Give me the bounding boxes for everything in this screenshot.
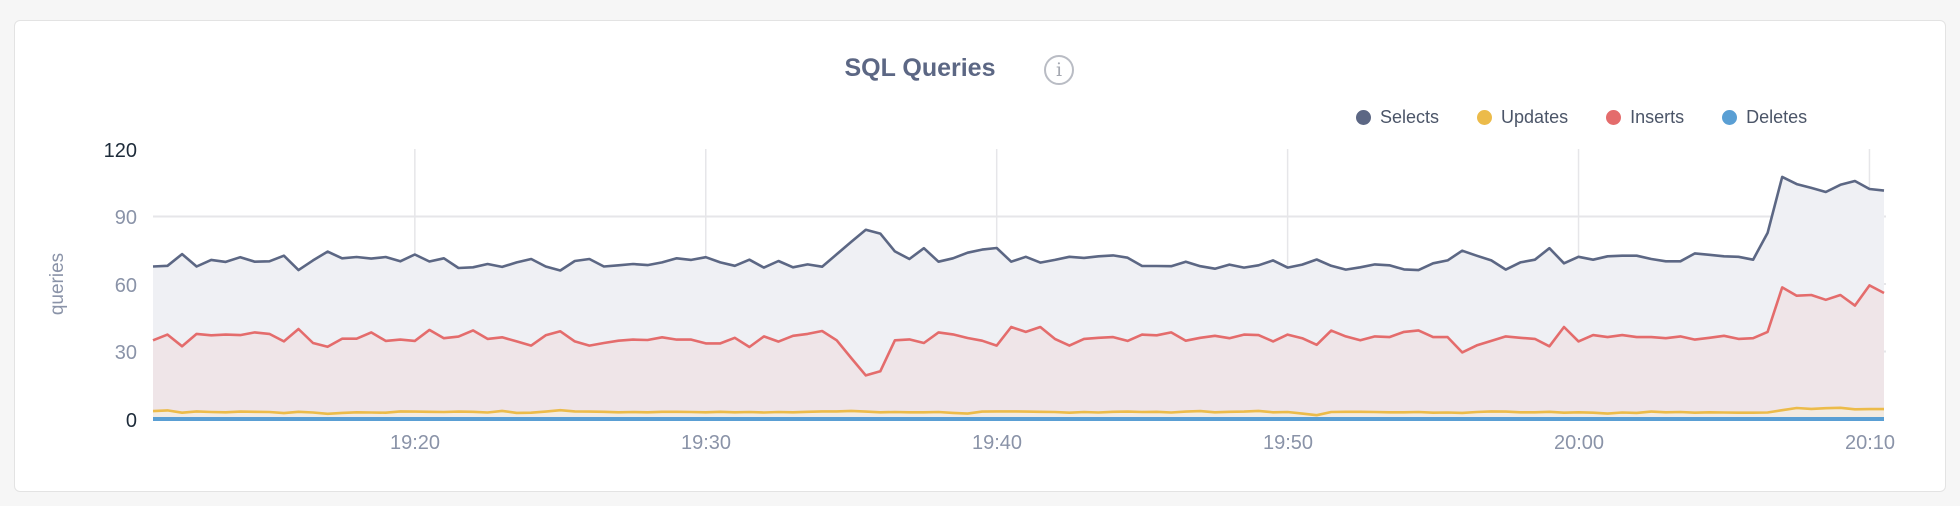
- y-tick-label: 90: [115, 207, 137, 229]
- y-tick-label: 60: [115, 275, 137, 297]
- x-tick-label: 20:10: [1845, 432, 1895, 454]
- legend-dot: [1722, 110, 1738, 125]
- y-tick-label: 0: [126, 410, 137, 432]
- info-icon[interactable]: i: [1044, 55, 1074, 85]
- line-updates[interactable]: [152, 406, 1884, 417]
- line-selects[interactable]: [152, 175, 1885, 272]
- y-axis-label: queries: [47, 253, 68, 315]
- x-tick-label: 19:50: [1263, 432, 1313, 454]
- x-tick-label: 19:20: [390, 432, 440, 454]
- legend: Selects Updates Inserts Deletes: [1356, 107, 1845, 128]
- legend-item-updates[interactable]: Updates: [1477, 107, 1568, 128]
- line-inserts[interactable]: [152, 284, 1885, 377]
- legend-item-inserts[interactable]: Inserts: [1606, 107, 1684, 128]
- x-tick-label: 19:40: [972, 432, 1022, 454]
- legend-item-selects[interactable]: Selects: [1356, 107, 1439, 128]
- x-tick-label: 20:00: [1554, 432, 1604, 454]
- legend-dot: [1477, 110, 1493, 125]
- area-inserts: [153, 285, 1884, 419]
- chart-title: SQL Queries: [844, 54, 996, 82]
- y-tick-label: 120: [104, 140, 137, 162]
- legend-dot: [1356, 110, 1371, 125]
- area-updates: [153, 407, 1884, 419]
- x-tick-label: 19:30: [681, 432, 731, 454]
- legend-item-deletes[interactable]: Deletes: [1722, 107, 1807, 128]
- y-tick-label: 30: [115, 342, 137, 364]
- legend-dot: [1606, 110, 1622, 125]
